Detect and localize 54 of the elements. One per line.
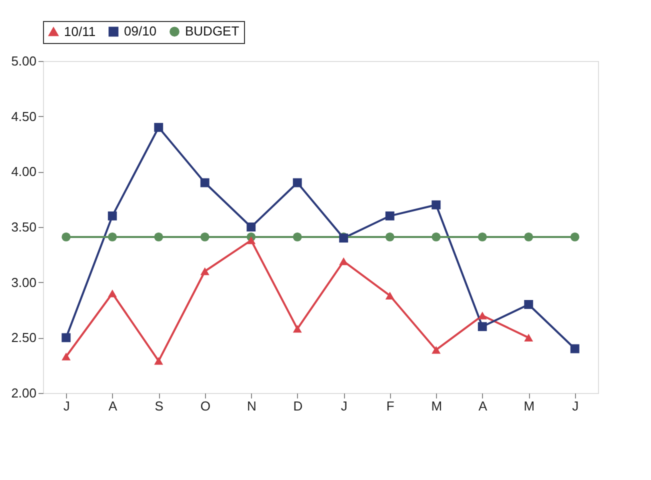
- legend-label: 09/10: [124, 24, 157, 39]
- point: [108, 211, 117, 220]
- point: [292, 178, 302, 188]
- point: [385, 232, 394, 242]
- point: [432, 200, 441, 210]
- point: [154, 122, 164, 132]
- x-tick-label: F: [386, 398, 394, 414]
- x-tick-label: M: [431, 398, 442, 414]
- y-tick-label: 2.50: [11, 330, 36, 346]
- x-tick-label: D: [293, 398, 303, 414]
- legend-label: 10/11: [64, 24, 96, 39]
- point: [478, 232, 487, 242]
- y-tick-label: 4.00: [11, 164, 36, 180]
- point: [478, 322, 487, 332]
- point: [432, 232, 441, 242]
- point: [154, 232, 164, 242]
- x-tick-label: J: [340, 398, 348, 414]
- x-tick-label: M: [524, 398, 535, 414]
- point: [570, 232, 580, 242]
- point: [200, 232, 210, 242]
- point: [246, 222, 256, 232]
- point: [524, 334, 534, 342]
- x-tick-label: J: [63, 398, 70, 414]
- point: [524, 232, 534, 242]
- y-tick-label: 2.00: [11, 386, 36, 400]
- point: [292, 232, 302, 242]
- point: [62, 352, 71, 360]
- x-tick-label: O: [200, 398, 210, 414]
- point: [432, 346, 441, 354]
- point: [62, 333, 71, 342]
- x-tick-label: A: [478, 398, 488, 414]
- y-tick-label: 5.00: [11, 54, 36, 68]
- point: [200, 178, 210, 188]
- point: [108, 232, 117, 242]
- x-tick-label: N: [246, 398, 256, 414]
- point: [478, 312, 487, 320]
- y-tick-label: 3.00: [11, 274, 36, 290]
- y-tick-label: 4.50: [11, 108, 36, 124]
- x-tick-label: S: [154, 398, 164, 414]
- point: [200, 267, 210, 276]
- point: [108, 290, 117, 298]
- point: [570, 344, 580, 354]
- point: [246, 236, 256, 244]
- point: [385, 211, 394, 220]
- point: [62, 232, 71, 242]
- x-tick-label: A: [108, 398, 118, 414]
- legend-label: BUDGET: [185, 24, 240, 39]
- x-tick-label: J: [572, 398, 579, 414]
- point: [524, 300, 534, 309]
- point: [339, 257, 348, 266]
- point: [154, 357, 164, 365]
- y-tick-label: 3.50: [11, 220, 36, 234]
- point: [385, 292, 394, 300]
- point: [292, 324, 302, 333]
